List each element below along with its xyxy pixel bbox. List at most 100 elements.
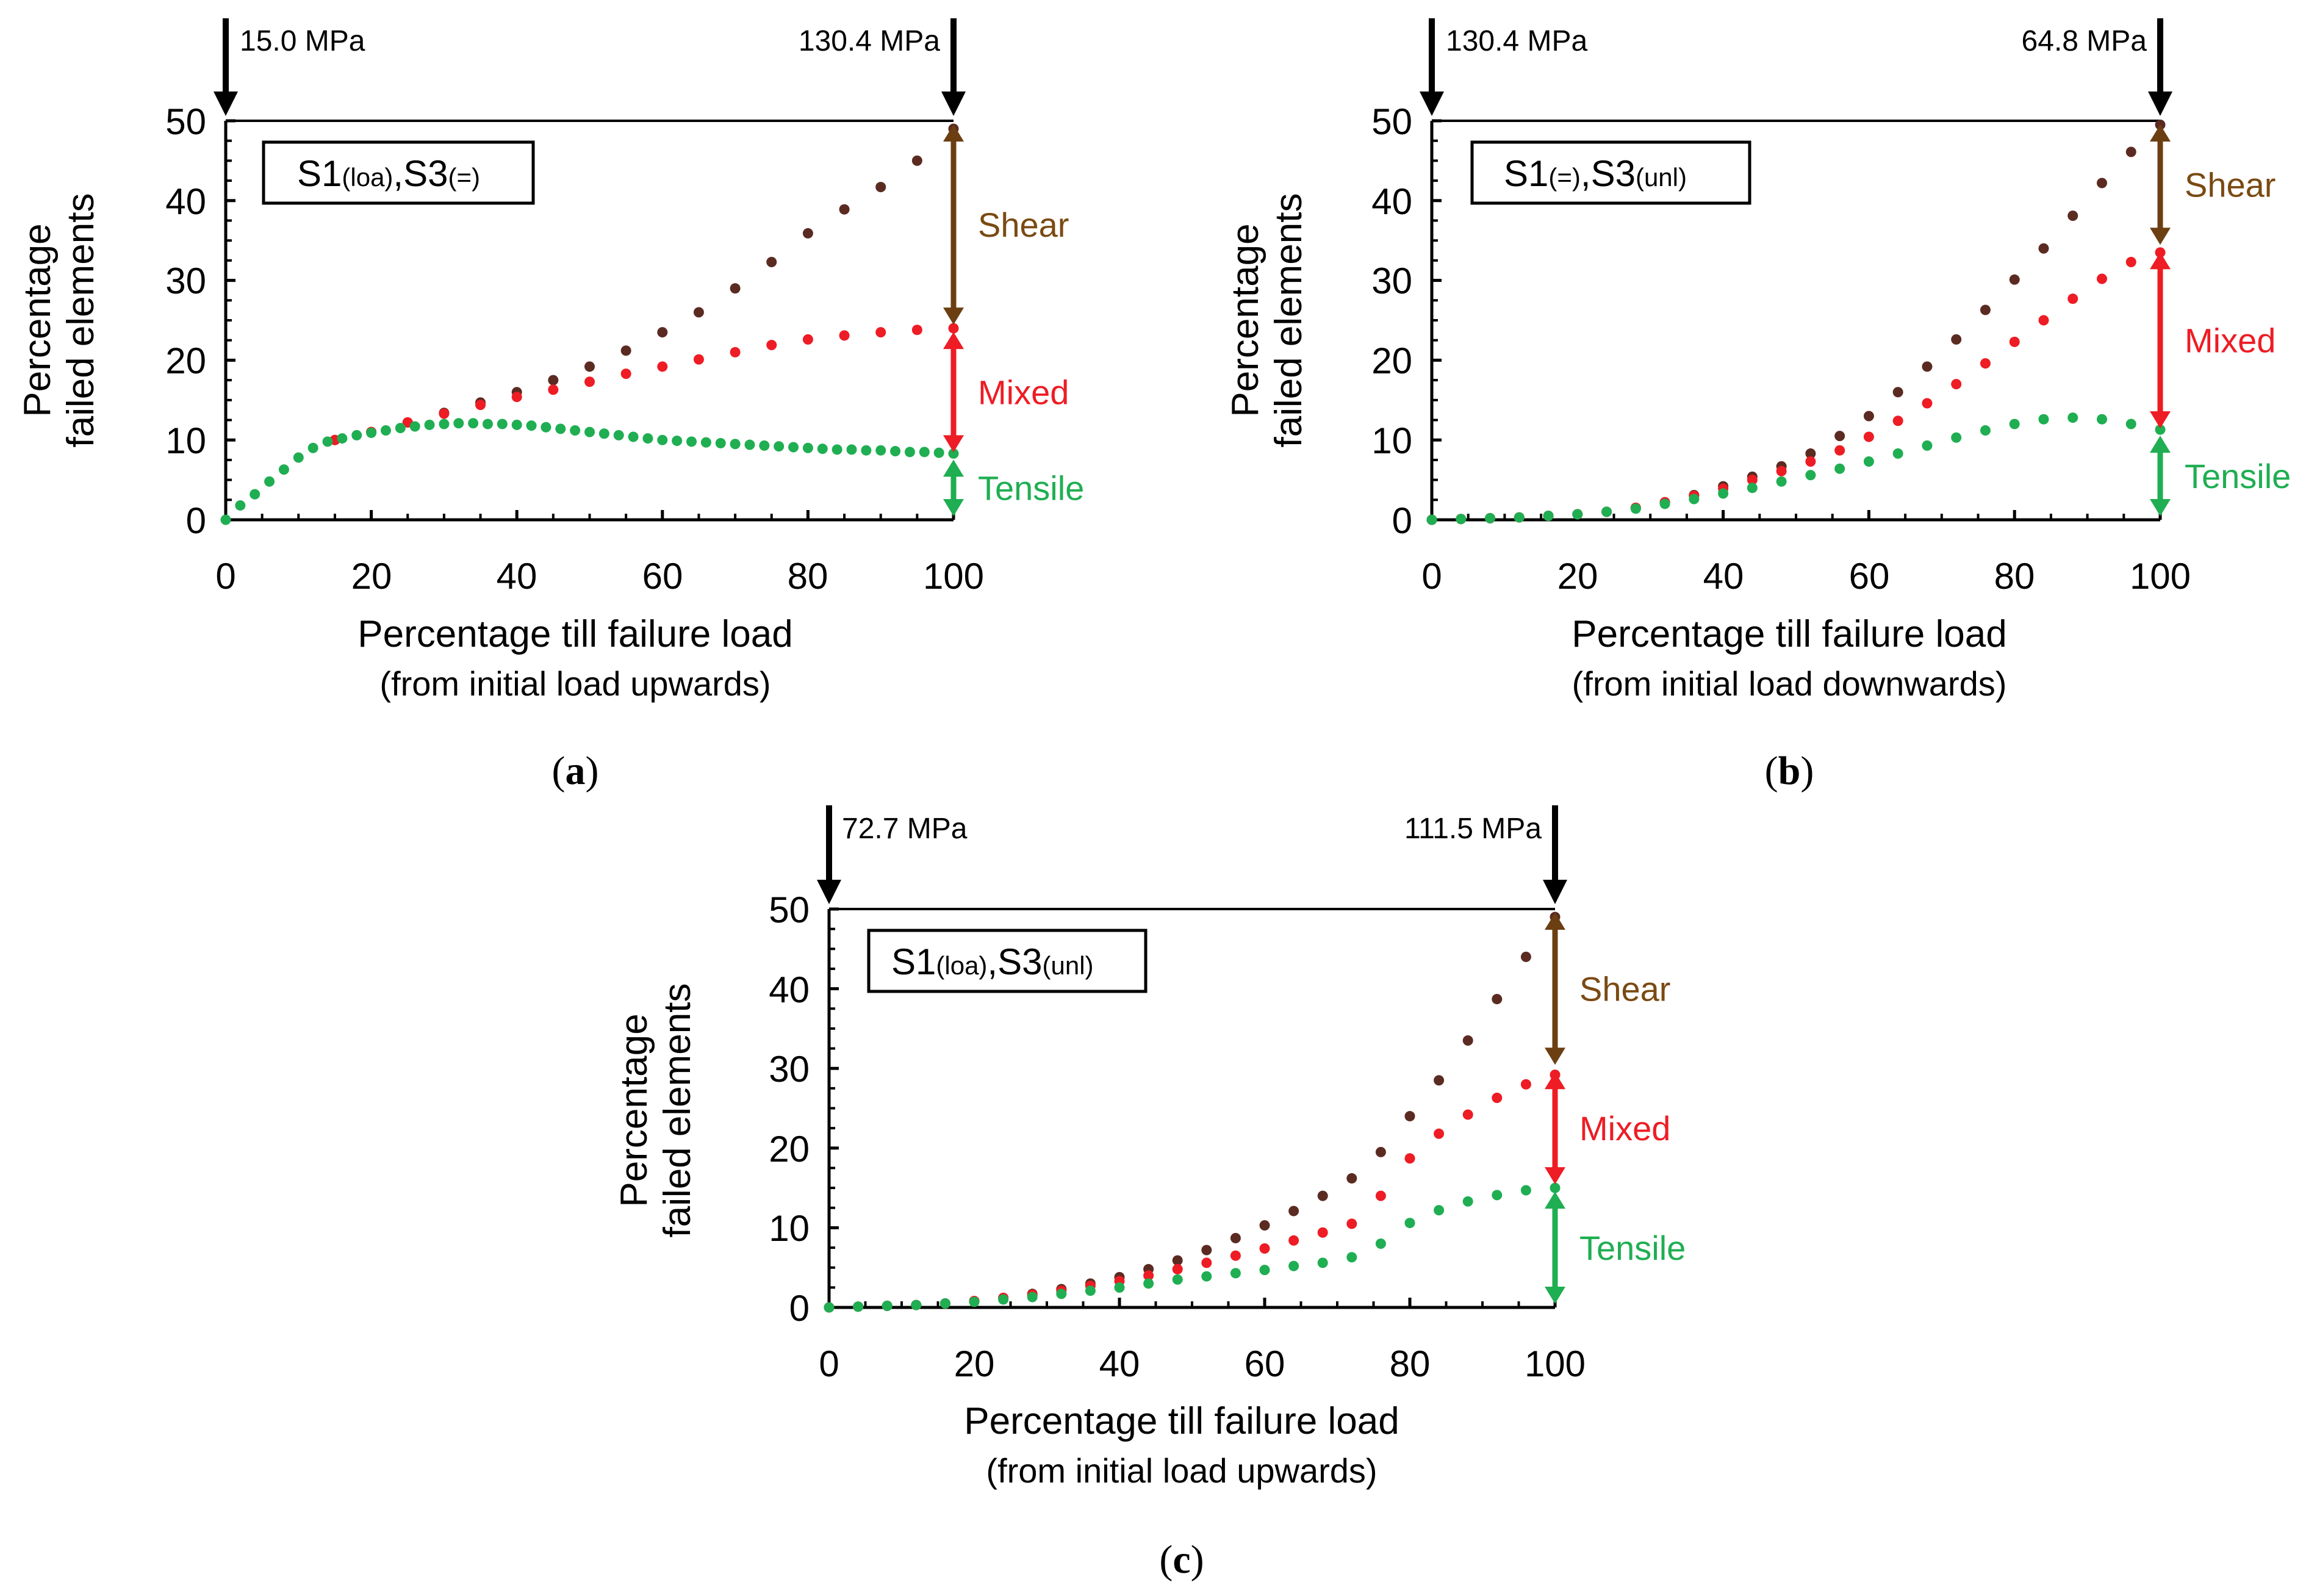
y-tick-label: 20 bbox=[1371, 340, 1412, 381]
x-tick-labels: 0 20 40 60 80 100 bbox=[819, 1343, 1586, 1384]
data-point-tensile bbox=[1550, 1182, 1561, 1193]
data-point-tensile bbox=[642, 433, 653, 444]
data-point-tensile bbox=[1520, 1185, 1531, 1196]
y-tick-label: 50 bbox=[1371, 101, 1412, 142]
panel-a: 15.0 MPa 130.4 MPa 0 10 20 30 40 50 0 20… bbox=[16, 18, 1084, 793]
data-point-tensile bbox=[911, 1299, 922, 1310]
data-point-tensile bbox=[1980, 425, 1991, 436]
band-arrow-tensile bbox=[943, 459, 964, 477]
band-arrow-tensile bbox=[1545, 1192, 1565, 1209]
data-point-tensile bbox=[1317, 1257, 1328, 1268]
data-point-mixed bbox=[1317, 1227, 1328, 1238]
data-point-tensile bbox=[846, 444, 857, 455]
band-arrow-mixed bbox=[2150, 411, 2171, 429]
data-point-shear bbox=[548, 375, 559, 386]
data-point-tensile bbox=[541, 422, 551, 433]
band-label-mixed: Mixed bbox=[978, 373, 1069, 412]
band-arrow-shear bbox=[1545, 1048, 1565, 1065]
data-point-tensile bbox=[584, 426, 595, 437]
band-arrow-mixed bbox=[1545, 1167, 1565, 1185]
data-point-tensile bbox=[1805, 470, 1816, 481]
data-point-tensile bbox=[657, 434, 668, 445]
data-point-tensile bbox=[853, 1301, 864, 1312]
data-point-tensile bbox=[1485, 512, 1496, 523]
data-point-tensile bbox=[969, 1296, 980, 1307]
data-point-tensile bbox=[1747, 483, 1758, 494]
band-arrow-tensile bbox=[943, 499, 964, 516]
data-point-mixed bbox=[439, 408, 450, 419]
data-point-tensile bbox=[2096, 414, 2107, 425]
band-arrow-tensile bbox=[2150, 499, 2171, 516]
panel-label: (b) bbox=[1765, 749, 1814, 793]
data-point-tensile bbox=[1659, 498, 1670, 509]
data-point-tensile bbox=[380, 425, 391, 436]
stress-label-right: 130.4 MPa bbox=[799, 25, 940, 57]
legend-text: S1(=),S3(unl) bbox=[1504, 153, 1687, 194]
series-tensile bbox=[824, 1182, 1561, 1313]
data-point-tensile bbox=[1951, 432, 1962, 443]
data-point-tensile bbox=[1259, 1265, 1270, 1276]
data-point-tensile bbox=[526, 420, 537, 431]
band-arrow-mixed bbox=[1545, 1072, 1565, 1090]
data-point-tensile bbox=[832, 444, 842, 455]
data-point-tensile bbox=[1114, 1282, 1125, 1293]
y-axis-title: Percentage bbox=[613, 1013, 655, 1207]
band-arrow-tensile bbox=[2150, 436, 2171, 453]
data-point-tensile bbox=[744, 439, 755, 450]
band-label-tensile: Tensile bbox=[2185, 457, 2291, 495]
data-point-tensile bbox=[555, 423, 566, 434]
y-tick-labels: 0 10 20 30 40 50 bbox=[769, 890, 810, 1329]
data-point-tensile bbox=[817, 444, 828, 455]
data-point-mixed bbox=[584, 376, 595, 387]
data-point-tensile bbox=[1630, 503, 1641, 514]
data-point-tensile bbox=[1543, 510, 1554, 521]
data-point-tensile bbox=[235, 500, 246, 511]
band-label-tensile: Tensile bbox=[1579, 1229, 1686, 1267]
data-point-shear bbox=[1922, 361, 1933, 372]
data-point-tensile bbox=[468, 418, 479, 429]
data-point-tensile bbox=[919, 447, 930, 458]
x-tick-label: 60 bbox=[1245, 1343, 1285, 1384]
data-point-tensile bbox=[1572, 509, 1583, 520]
x-axis-subtitle: (from initial load upwards) bbox=[986, 1451, 1377, 1490]
data-point-tensile bbox=[890, 446, 901, 457]
data-point-shear bbox=[1346, 1173, 1357, 1184]
data-point-tensile bbox=[1863, 456, 1874, 467]
data-point-tensile bbox=[1404, 1218, 1415, 1229]
data-point-shear bbox=[1230, 1232, 1241, 1243]
stress-label-right: 111.5 MPa bbox=[1404, 813, 1542, 845]
data-point-tensile bbox=[861, 445, 872, 456]
data-point-shear bbox=[1462, 1035, 1473, 1046]
stress-label-left: 15.0 MPa bbox=[240, 25, 365, 57]
y-tick-label: 40 bbox=[1371, 181, 1412, 222]
data-point-tensile bbox=[497, 419, 508, 430]
band-label-mixed: Mixed bbox=[1579, 1109, 1670, 1148]
x-tick-label: 20 bbox=[1557, 556, 1598, 597]
x-tick-label: 40 bbox=[1099, 1343, 1140, 1384]
data-point-shear bbox=[1892, 387, 1903, 398]
data-point-mixed bbox=[1492, 1093, 1503, 1104]
y-tick-label: 30 bbox=[165, 261, 206, 301]
data-point-shear bbox=[1980, 304, 1991, 315]
band-label-shear: Shear bbox=[1579, 970, 1670, 1008]
data-point-tensile bbox=[1462, 1196, 1473, 1207]
data-point-mixed bbox=[766, 340, 777, 351]
band-label-shear: Shear bbox=[2185, 166, 2276, 204]
data-point-tensile bbox=[824, 1302, 835, 1313]
y-tick-label: 30 bbox=[1371, 261, 1412, 301]
data-point-tensile bbox=[2038, 414, 2049, 425]
data-point-tensile bbox=[1514, 512, 1525, 523]
data-point-tensile bbox=[788, 442, 799, 453]
data-point-shear bbox=[2067, 210, 2078, 221]
data-point-shear bbox=[802, 228, 813, 239]
data-point-shear bbox=[911, 155, 922, 166]
data-point-shear bbox=[1317, 1190, 1328, 1201]
y-axis-subtitle: failed elements bbox=[656, 983, 699, 1237]
data-point-mixed bbox=[1520, 1079, 1531, 1090]
data-point-mixed bbox=[511, 392, 522, 403]
data-point-shear bbox=[2096, 178, 2107, 189]
band-arrow-shear bbox=[1545, 913, 1565, 930]
data-point-tensile bbox=[337, 433, 348, 444]
data-point-tensile bbox=[1456, 514, 1467, 525]
x-tick-label: 80 bbox=[1390, 1343, 1431, 1384]
